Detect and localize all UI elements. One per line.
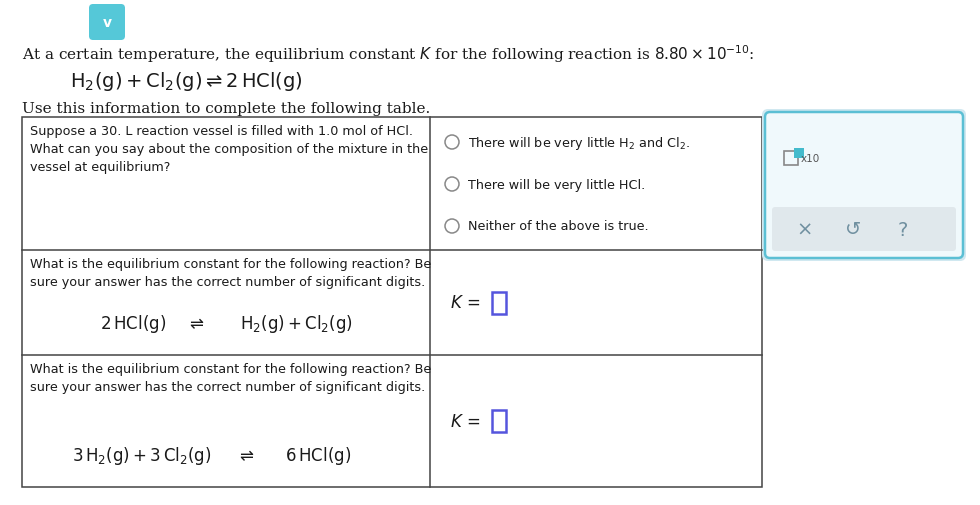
Text: x10: x10 [801, 154, 820, 164]
Text: $2\,\mathrm{HCl(g)}$: $2\,\mathrm{HCl(g)}$ [100, 313, 167, 334]
Text: $\mathrm{H_2(g) + Cl_2(g) \rightleftharpoons 2\,HCl(g)}$: $\mathrm{H_2(g) + Cl_2(g) \rightleftharp… [70, 70, 303, 93]
Text: What is the equilibrium constant for the following reaction? Be
sure your answer: What is the equilibrium constant for the… [30, 258, 431, 288]
FancyBboxPatch shape [762, 110, 966, 262]
Text: $\rightleftharpoons$: $\rightleftharpoons$ [186, 315, 204, 332]
FancyBboxPatch shape [89, 5, 125, 41]
Text: $K\,=$: $K\,=$ [450, 294, 481, 312]
Text: $6\,\mathrm{HCl(g)}$: $6\,\mathrm{HCl(g)}$ [285, 444, 351, 466]
Text: There will be very little H$_2$ and Cl$_2$.: There will be very little H$_2$ and Cl$_… [468, 134, 690, 151]
FancyBboxPatch shape [772, 208, 956, 251]
Text: ×: × [797, 220, 813, 239]
Text: ?: ? [898, 220, 908, 239]
Text: $3\,\mathrm{H_2(g)+3\,Cl_2(g)}$: $3\,\mathrm{H_2(g)+3\,Cl_2(g)}$ [72, 444, 212, 466]
Text: $\rightleftharpoons$: $\rightleftharpoons$ [236, 446, 254, 464]
Text: Neither of the above is true.: Neither of the above is true. [468, 220, 649, 233]
Text: What is the equilibrium constant for the following reaction? Be
sure your answer: What is the equilibrium constant for the… [30, 362, 431, 393]
Text: Suppose a 30. L reaction vessel is filled with 1.0 mol of HCl.
What can you say : Suppose a 30. L reaction vessel is fille… [30, 125, 428, 174]
Text: Use this information to complete the following table.: Use this information to complete the fol… [22, 102, 430, 116]
Text: ↺: ↺ [845, 220, 861, 239]
Bar [492, 292, 506, 314]
Bar [794, 148, 804, 159]
Bar [492, 410, 506, 432]
FancyBboxPatch shape [765, 113, 963, 259]
Text: v: v [103, 16, 112, 30]
Text: There will be very little HCl.: There will be very little HCl. [468, 178, 645, 191]
Text: At a certain temperature, the equilibrium constant $K$ for the following reactio: At a certain temperature, the equilibriu… [22, 43, 755, 65]
Text: $\mathrm{H_2(g)+Cl_2(g)}$: $\mathrm{H_2(g)+Cl_2(g)}$ [240, 313, 353, 334]
Text: $K\,=$: $K\,=$ [450, 412, 481, 430]
Bar [784, 152, 798, 166]
